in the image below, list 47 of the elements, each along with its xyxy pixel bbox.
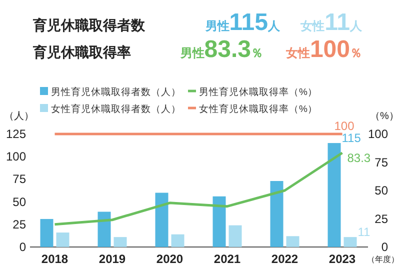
- data-label: 115: [342, 131, 362, 146]
- legend-label: 男性育児休職取得者数（人）: [51, 86, 181, 98]
- data-label: 83.3: [347, 150, 371, 165]
- text: 男性115人: [204, 9, 281, 36]
- data-label: 11: [358, 225, 371, 240]
- x-tick-label: 2021: [214, 252, 241, 266]
- x-tick-label: 2018: [41, 252, 68, 266]
- bar: [212, 196, 226, 247]
- x-tick-label: 2023: [328, 252, 356, 266]
- bar: [171, 234, 184, 247]
- y2-axis-title: （%）: [370, 111, 397, 122]
- bar: [286, 236, 300, 247]
- y2-tick-label: 75: [374, 155, 388, 170]
- data-label: 100: [334, 119, 355, 133]
- line-series: [54, 152, 344, 226]
- y-tick-label: 0: [19, 240, 26, 254]
- text: 女性100％: [284, 36, 362, 63]
- bar: [270, 181, 284, 247]
- x-tick-label: 2020: [156, 252, 184, 266]
- bar: [155, 192, 168, 247]
- y-tick-label: 125: [6, 127, 26, 141]
- y2-tick-label: 25: [374, 212, 388, 226]
- bar: [98, 212, 111, 247]
- y-tick-label: 25: [12, 217, 26, 232]
- y2-tick-label: 100: [368, 127, 388, 141]
- x-axis-title: （年度）: [367, 255, 397, 264]
- y-tick-label: 75: [12, 172, 26, 186]
- y2-tick-label: 50: [374, 184, 388, 198]
- y-axis-title: （人）: [4, 111, 34, 122]
- x-tick-label: 2019: [98, 252, 126, 266]
- y2-tick-label: 0: [381, 240, 388, 254]
- bar: [40, 218, 54, 247]
- bar: [56, 232, 70, 247]
- bar: [114, 237, 127, 247]
- x-tick-label: 2022: [271, 252, 298, 266]
- bar: [328, 143, 341, 247]
- bar: [228, 225, 242, 247]
- text: 女性11人: [300, 9, 363, 36]
- legend-label: 女性育児休職取得者数（人）: [51, 103, 181, 115]
- text: 男性83.3％: [179, 36, 263, 63]
- y-tick-label: 100: [6, 150, 26, 164]
- chart-subtitle: 育児休職取得率: [32, 44, 131, 60]
- legend-label: 女性育児休職取得率（%）: [199, 103, 318, 115]
- legend-label: 男性育児休職取得率（%）: [199, 86, 318, 98]
- bar: [344, 237, 357, 247]
- chart-title: 育児休職取得者数: [32, 17, 146, 33]
- y-tick-label: 50: [12, 194, 26, 209]
